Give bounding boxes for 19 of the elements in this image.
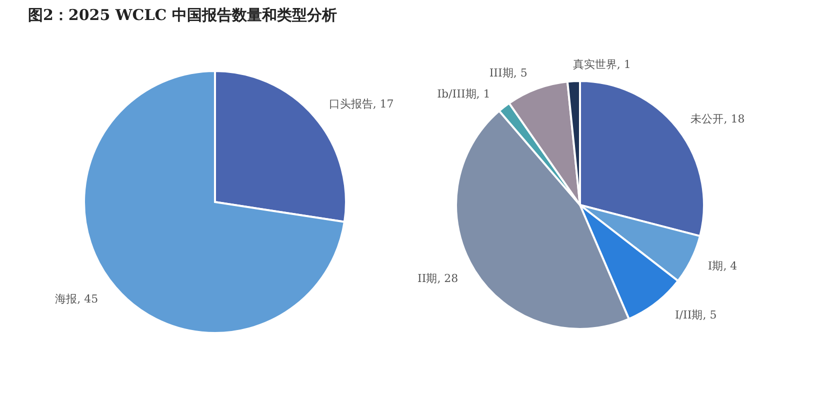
- slice-label: 未公开: [690, 112, 724, 126]
- slice-label: 真实世界: [572, 58, 617, 72]
- chart-title: 图2：2025 WCLC 中国报告数量和类型分析: [28, 6, 337, 25]
- data-label: , 5: [702, 308, 717, 322]
- data-label: , 1: [476, 87, 490, 100]
- data-label: , 5: [513, 66, 528, 80]
- slice-label: I期: [708, 260, 724, 273]
- slice-label: 口头报告: [328, 97, 373, 110]
- slice-label: II期: [417, 272, 438, 286]
- slice-label: 海报: [55, 292, 78, 306]
- data-label: , 28: [437, 272, 458, 286]
- data-label: , 4: [723, 260, 738, 273]
- slice-label: III期: [489, 66, 514, 80]
- data-label: , 45: [77, 292, 98, 306]
- data-label: , 18: [724, 112, 745, 126]
- data-label: , 1: [616, 58, 631, 72]
- slice-label: I/II期: [674, 308, 703, 322]
- data-label: , 17: [372, 97, 394, 110]
- slice-label: Ib/III期: [437, 87, 476, 100]
